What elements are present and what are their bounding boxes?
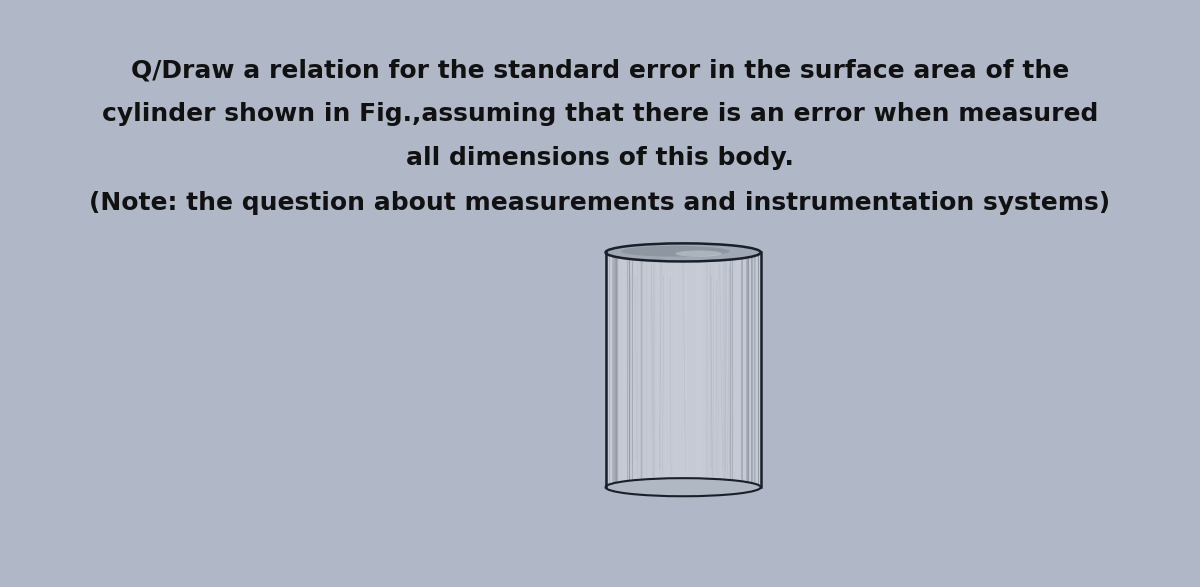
- Ellipse shape: [622, 246, 730, 257]
- Text: cylinder shown in Fig.,assuming that there is an error when measured: cylinder shown in Fig.,assuming that the…: [102, 103, 1098, 126]
- Ellipse shape: [676, 251, 722, 257]
- Text: all dimensions of this body.: all dimensions of this body.: [406, 147, 794, 170]
- Text: Q/Draw a relation for the standard error in the surface area of the: Q/Draw a relation for the standard error…: [131, 59, 1069, 82]
- Text: (Note: the question about measurements and instrumentation systems): (Note: the question about measurements a…: [90, 191, 1110, 214]
- Polygon shape: [606, 252, 761, 487]
- Ellipse shape: [606, 478, 761, 496]
- Ellipse shape: [606, 244, 761, 261]
